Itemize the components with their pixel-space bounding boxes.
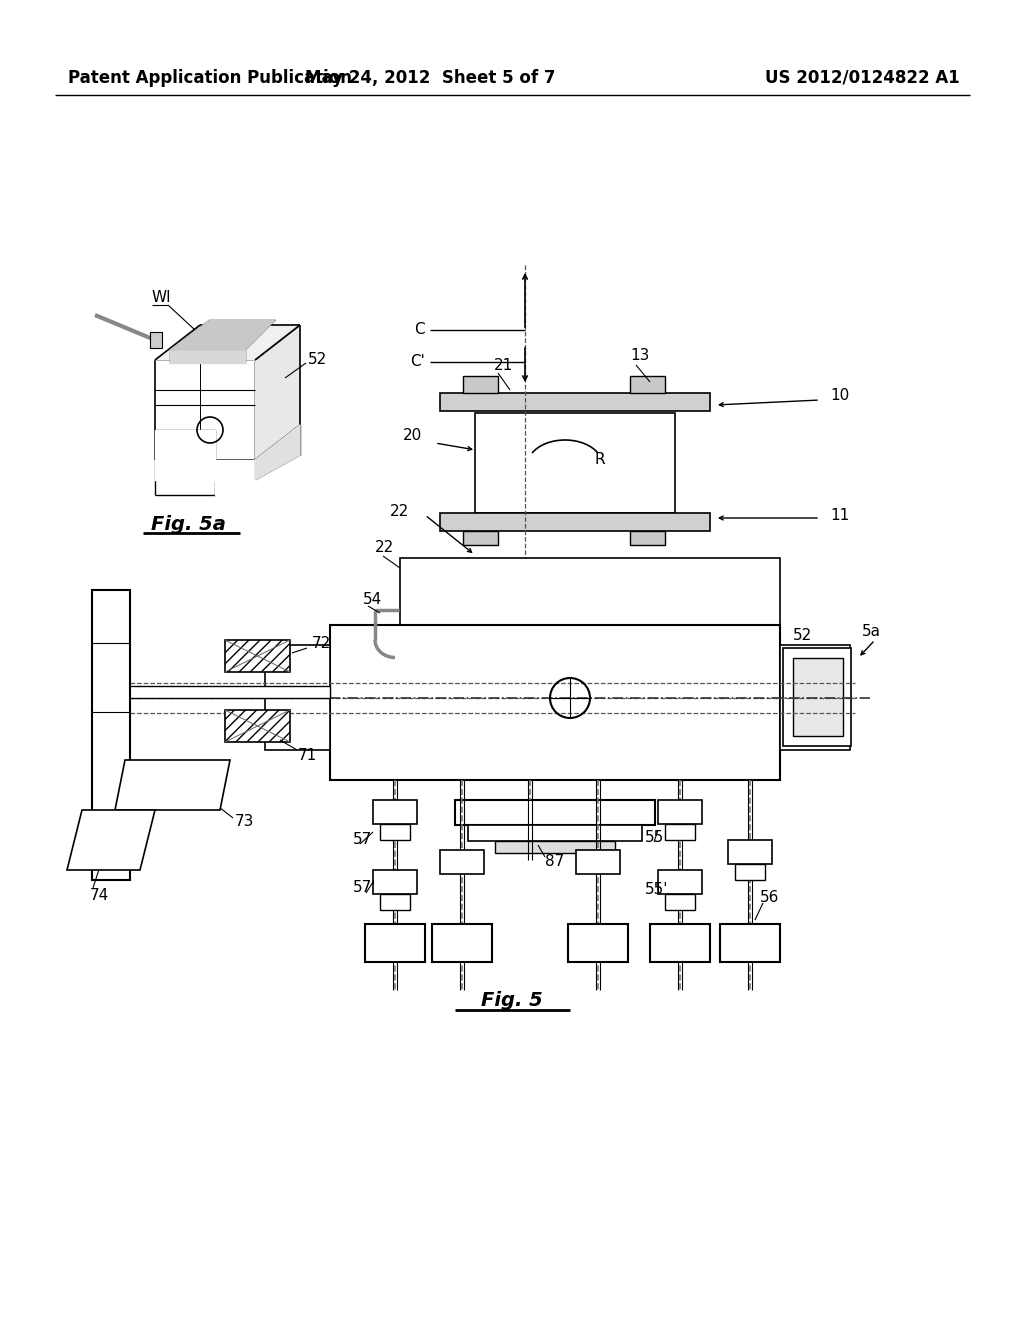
- Bar: [380, 894, 410, 909]
- Bar: [658, 800, 702, 824]
- Text: 13: 13: [630, 347, 649, 363]
- Bar: [440, 393, 710, 411]
- Bar: [455, 800, 655, 825]
- Bar: [225, 710, 290, 742]
- Text: 57': 57': [353, 880, 377, 895]
- Bar: [432, 924, 492, 962]
- Text: 21: 21: [494, 358, 513, 372]
- Text: 87: 87: [545, 854, 564, 870]
- Text: Patent Application Publication: Patent Application Publication: [68, 69, 352, 87]
- Bar: [373, 800, 417, 824]
- Bar: [330, 624, 780, 780]
- Text: 22: 22: [390, 504, 410, 520]
- Text: 73: 73: [234, 814, 254, 829]
- Bar: [400, 558, 780, 624]
- Text: 72: 72: [312, 635, 331, 651]
- Text: 55': 55': [645, 883, 669, 898]
- Bar: [793, 657, 843, 737]
- Polygon shape: [155, 430, 255, 480]
- Bar: [630, 376, 665, 393]
- Text: May 24, 2012  Sheet 5 of 7: May 24, 2012 Sheet 5 of 7: [305, 69, 555, 87]
- Polygon shape: [170, 319, 275, 350]
- Polygon shape: [155, 360, 255, 459]
- Text: 57: 57: [353, 833, 373, 847]
- Bar: [440, 513, 710, 531]
- Text: R: R: [595, 453, 605, 467]
- Bar: [665, 894, 695, 909]
- Bar: [475, 413, 675, 513]
- Bar: [463, 531, 498, 545]
- Polygon shape: [67, 810, 155, 870]
- Bar: [783, 648, 851, 746]
- Bar: [468, 825, 642, 841]
- Text: 56: 56: [760, 891, 779, 906]
- Polygon shape: [155, 325, 300, 360]
- Bar: [658, 870, 702, 894]
- Bar: [128, 686, 330, 698]
- Text: WI: WI: [152, 290, 172, 305]
- Text: C': C': [411, 355, 425, 370]
- Text: C: C: [415, 322, 425, 338]
- Text: 71: 71: [298, 747, 317, 763]
- Bar: [365, 924, 425, 962]
- Bar: [665, 824, 695, 840]
- Bar: [735, 865, 765, 880]
- Text: 11: 11: [830, 507, 849, 523]
- Text: US 2012/0124822 A1: US 2012/0124822 A1: [765, 69, 961, 87]
- Bar: [495, 841, 615, 853]
- Text: 74: 74: [90, 887, 110, 903]
- Polygon shape: [155, 459, 255, 495]
- Bar: [780, 645, 850, 750]
- Bar: [463, 376, 498, 393]
- Bar: [650, 924, 710, 962]
- Text: 55: 55: [645, 830, 665, 846]
- Bar: [720, 924, 780, 962]
- Bar: [440, 850, 484, 874]
- Bar: [630, 531, 665, 545]
- Text: 5a: 5a: [862, 624, 881, 639]
- Polygon shape: [170, 350, 245, 363]
- Text: 20: 20: [403, 428, 422, 442]
- Text: 54: 54: [362, 593, 382, 607]
- Text: 52: 52: [308, 352, 328, 367]
- Polygon shape: [115, 760, 230, 810]
- Bar: [265, 645, 330, 750]
- Text: 52: 52: [793, 627, 812, 643]
- Text: 22: 22: [375, 540, 394, 556]
- Text: 10: 10: [830, 388, 849, 403]
- Bar: [568, 924, 628, 962]
- Bar: [92, 590, 130, 880]
- Text: Fig. 5a: Fig. 5a: [151, 515, 225, 533]
- Bar: [150, 333, 162, 348]
- Polygon shape: [255, 325, 300, 459]
- Bar: [373, 870, 417, 894]
- Bar: [575, 850, 620, 874]
- Bar: [225, 640, 290, 672]
- Bar: [380, 824, 410, 840]
- Text: Fig. 5: Fig. 5: [481, 990, 543, 1010]
- Bar: [728, 840, 772, 865]
- Polygon shape: [255, 425, 300, 480]
